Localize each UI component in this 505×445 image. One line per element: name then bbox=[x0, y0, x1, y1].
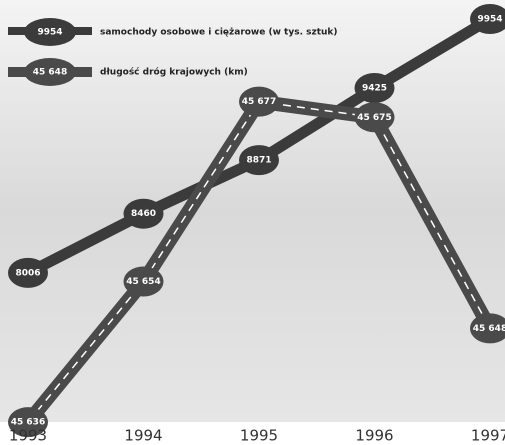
legend-marker-label: 45 648 bbox=[33, 68, 67, 78]
data-label: 9425 bbox=[362, 83, 387, 93]
data-label: 45 675 bbox=[357, 113, 391, 123]
data-label: 45 677 bbox=[242, 97, 276, 107]
chart: 8006846088719425995445 63645 65445 67745… bbox=[0, 0, 505, 445]
x-tick-label: 1993 bbox=[9, 427, 47, 445]
data-label: 8460 bbox=[131, 209, 156, 219]
legend-marker-label: 9954 bbox=[37, 28, 62, 38]
x-tick-label: 1997 bbox=[471, 427, 505, 445]
x-tick-label: 1995 bbox=[240, 427, 278, 445]
data-label: 8871 bbox=[246, 156, 271, 166]
data-label: 9954 bbox=[477, 15, 502, 25]
data-label: 45 648 bbox=[473, 324, 505, 334]
legend-label: długość dróg krajowych (km) bbox=[100, 67, 248, 78]
x-tick-label: 1994 bbox=[124, 427, 162, 445]
data-label: 45 654 bbox=[126, 277, 160, 287]
data-label: 8006 bbox=[15, 268, 40, 278]
x-tick-label: 1996 bbox=[355, 427, 393, 445]
legend-label: samochody osobowe i ciężarowe (w tys. sz… bbox=[100, 28, 338, 38]
